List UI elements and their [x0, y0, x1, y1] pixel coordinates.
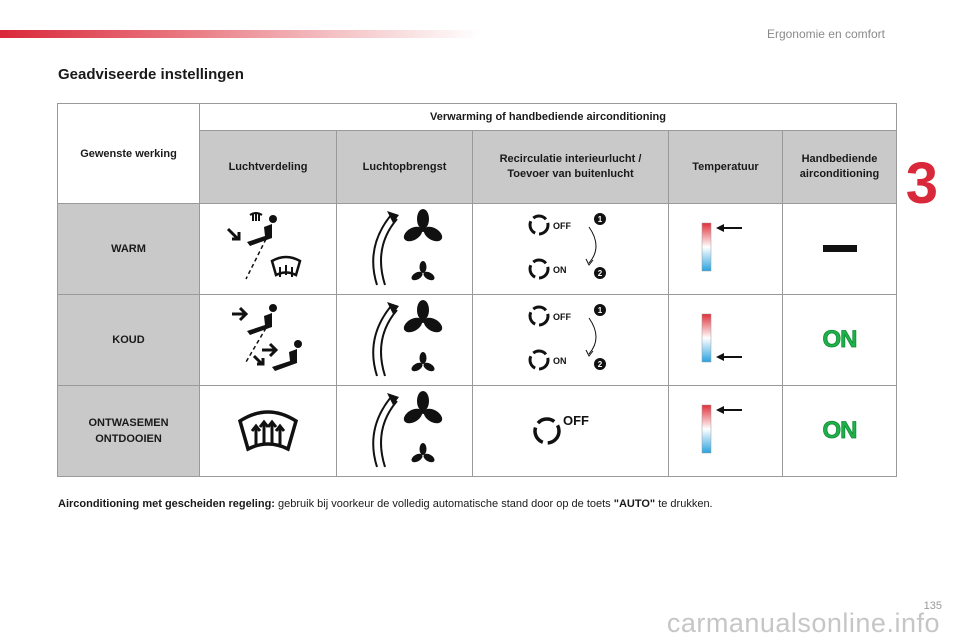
- temperature-cell: [668, 294, 783, 386]
- settings-table: Gewenste werking Verwarming of handbedie…: [57, 103, 897, 477]
- chapter-number: 3: [905, 151, 938, 216]
- footer-tail: te drukken.: [655, 498, 713, 510]
- fan-speed-icon: [371, 209, 442, 286]
- footer-note: Airconditioning met gescheiden regeling:…: [58, 498, 713, 510]
- distribution-cell: [199, 294, 337, 386]
- fan-cell: [336, 203, 473, 295]
- row-header-cell: Gewenste werking: [57, 103, 200, 204]
- recirc-on-label: ON: [553, 265, 567, 275]
- col-header-recirculatie: Recirculatie interieurlucht / Toevoer va…: [472, 130, 669, 204]
- group-header-cell: Verwarming of handbediende airconditioni…: [199, 103, 897, 131]
- page-number: 135: [923, 600, 942, 612]
- ac-on-label: ON: [822, 326, 858, 354]
- page-title: Geadviseerde instellingen: [58, 66, 244, 83]
- fan-speed-icon: [371, 391, 442, 468]
- col-header-airco: Handbediende airconditioning: [782, 130, 897, 204]
- col-label: Luchtverdeling: [228, 161, 308, 173]
- col-label: Recirculatie interieurlucht / Toevoer va…: [499, 153, 642, 180]
- step-2-badge: 2: [597, 360, 602, 369]
- fan-cell: [336, 294, 473, 386]
- recirc-cell: OFF ON 1 2: [472, 203, 669, 295]
- footer-key: "AUTO": [613, 498, 656, 510]
- temperature-gauge-icon: [701, 313, 742, 363]
- feet-windscreen-distribution-icon: [226, 212, 302, 280]
- temperature-gauge-icon: [701, 222, 742, 272]
- col-header-luchtverdeling: Luchtverdeling: [199, 130, 337, 204]
- ac-cell: [782, 203, 897, 295]
- row-label-ontwasemen: ONTWASEMEN ONTDOOIEN: [57, 385, 200, 477]
- header-gradient-bar: [0, 30, 480, 38]
- table-row: WARM OFF: [57, 203, 897, 295]
- row-label-line2: ONTDOOIEN: [95, 433, 162, 445]
- distribution-cell: [199, 203, 337, 295]
- step-1-badge: 1: [597, 215, 602, 224]
- watermark: carmanualsonline.info: [666, 608, 940, 638]
- ac-on-label: ON: [822, 417, 858, 445]
- col-header-temperatuur: Temperatuur: [668, 130, 783, 204]
- section-title: Ergonomie en comfort: [766, 27, 885, 41]
- table-row: ONTWASEMEN ONTDOOIEN: [57, 385, 897, 477]
- step-2-badge: 2: [597, 269, 602, 278]
- fan-cell: [336, 385, 473, 477]
- col-label: Temperatuur: [692, 161, 759, 173]
- windscreen-demist-icon: [237, 410, 299, 452]
- row-label: KOUD: [112, 334, 145, 346]
- ac-cell: ON: [782, 385, 897, 477]
- row-label: WARM: [111, 243, 146, 255]
- col-label: Luchtopbrengst: [362, 161, 447, 173]
- table-row: KOUD O: [57, 294, 897, 386]
- face-feet-distribution-icon: [232, 304, 302, 371]
- ac-cell: ON: [782, 294, 897, 386]
- temperature-gauge-icon: [701, 404, 742, 454]
- col-label: Handbediende airconditioning: [799, 153, 880, 180]
- distribution-cell: [199, 385, 337, 477]
- row-label-warm: WARM: [57, 203, 200, 295]
- group-header-label: Verwarming of handbediende airconditioni…: [430, 111, 666, 123]
- recirculation-icon: OFF ON 1 2: [528, 213, 606, 280]
- footer-lead: Airconditioning met gescheiden regeling:: [58, 498, 275, 510]
- row-header-label: Gewenste werking: [80, 147, 177, 160]
- recirc-on-label: ON: [553, 356, 567, 366]
- row-label-koud: KOUD: [57, 294, 200, 386]
- recirc-cell: OFF: [472, 385, 669, 477]
- ac-off-dash: [822, 245, 857, 252]
- recirc-off-label: OFF: [553, 221, 571, 231]
- footer-text: gebruik bij voorkeur de volledig automat…: [274, 498, 614, 510]
- recirc-off-label: OFF: [553, 312, 571, 322]
- temperature-cell: [668, 385, 783, 477]
- step-1-badge: 1: [597, 306, 602, 315]
- col-header-luchtopbrengst: Luchtopbrengst: [336, 130, 473, 204]
- fan-speed-icon: [371, 300, 442, 377]
- row-label-line1: ONTWASEMEN: [88, 417, 169, 429]
- recirc-cell: OFF ON 1 2: [472, 294, 669, 386]
- recirculation-icon: OFF ON 1 2: [528, 304, 606, 371]
- recirc-off-label: OFF: [563, 413, 589, 428]
- temperature-cell: [668, 203, 783, 295]
- recirculation-icon: OFF: [532, 413, 589, 445]
